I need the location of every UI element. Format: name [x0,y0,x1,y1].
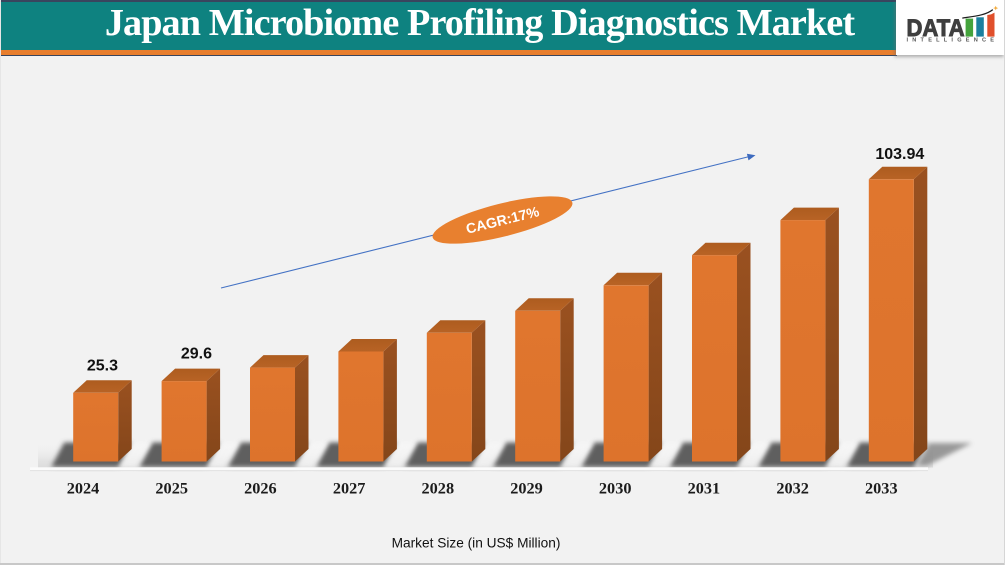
svg-text:2032: 2032 [776,479,809,498]
svg-text:2027: 2027 [333,479,366,498]
svg-text:2026: 2026 [244,479,277,498]
svg-text:2030: 2030 [599,479,632,498]
svg-text:2028: 2028 [422,479,455,498]
svg-text:Market Size (in US$ Million): Market Size (in US$ Million) [392,536,561,551]
svg-text:2031: 2031 [688,479,721,498]
svg-text:2024: 2024 [67,479,100,498]
svg-text:29.6: 29.6 [181,346,212,363]
svg-text:103.94: 103.94 [875,146,924,163]
svg-text:DATA: DATA [907,15,965,42]
svg-text:2033: 2033 [865,479,898,498]
svg-text:25.3: 25.3 [87,357,118,374]
svg-text:2029: 2029 [510,479,543,498]
svg-text:2025: 2025 [155,479,188,498]
